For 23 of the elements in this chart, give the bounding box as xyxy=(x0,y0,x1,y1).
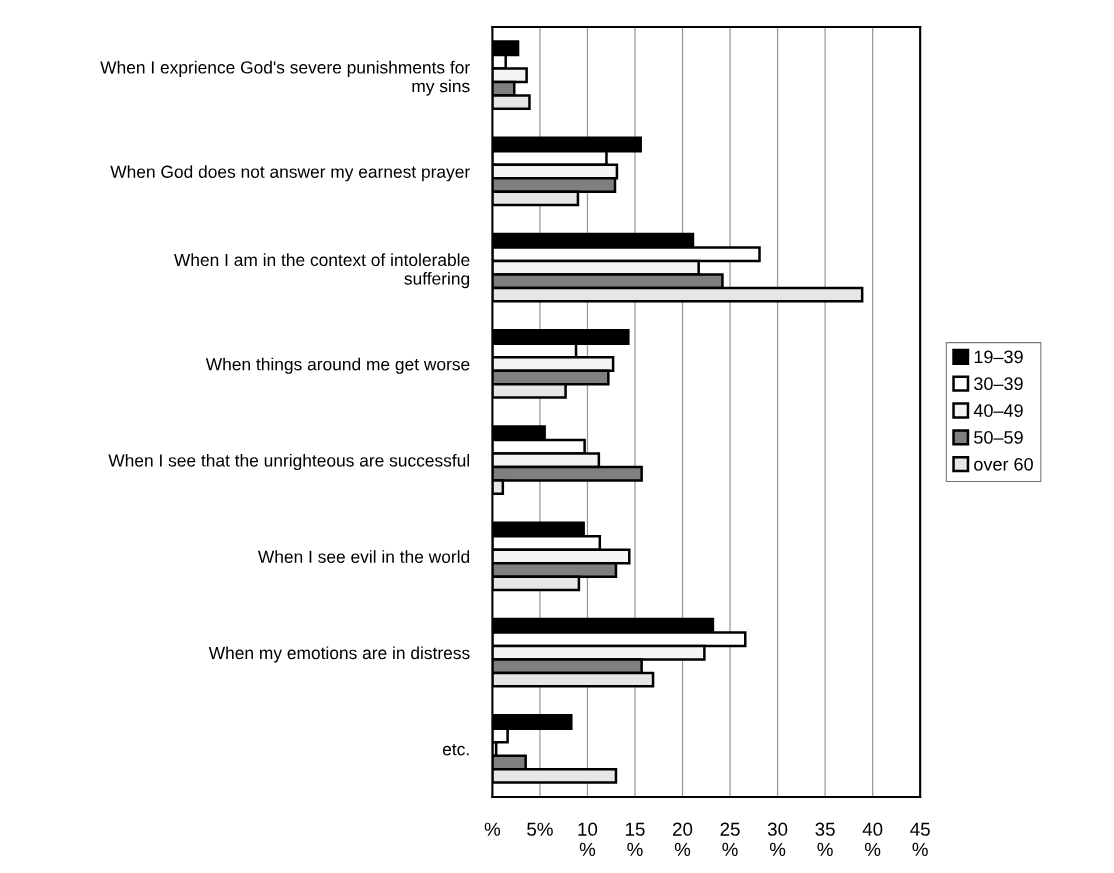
legend-label: 19–39 xyxy=(974,350,1023,364)
x-tick-label: 45 % xyxy=(910,822,930,856)
x-tick-label: 25 % xyxy=(720,822,740,856)
x-tick-label: 40 % xyxy=(862,822,883,856)
x-tick-label: 20 % xyxy=(673,822,693,856)
legend-label: 30–39 xyxy=(974,377,1023,391)
y-tick-label: When I see evil in the world xyxy=(257,550,470,563)
legend-label: over 60 xyxy=(974,457,1033,471)
x-tick-label: 5% xyxy=(527,822,553,836)
y-tick-label: When I am in the context of intolerable suffering xyxy=(174,253,470,289)
y-tick-label: When I see that the unrighteous are successful xyxy=(108,453,470,471)
y-tick-label: When I exprience God's severe punishments for my sins xyxy=(100,60,470,96)
x-tick-label: 10 % xyxy=(578,822,598,856)
y-tick-label: When God does not answer my earnest prayer xyxy=(110,165,470,182)
legend-label: 40–49 xyxy=(973,404,1023,417)
legend-label: 50–59 xyxy=(974,431,1023,444)
x-tick-label: 35 % xyxy=(815,822,835,856)
x-tick-label: 30 % xyxy=(767,822,788,856)
y-tick-label: etc. xyxy=(442,743,469,756)
y-tick-label: When my emotions are in distress xyxy=(208,646,470,663)
x-tick-label: 15 % xyxy=(625,822,645,856)
x-tick-label: % xyxy=(484,822,501,836)
y-tick-label: When things around me get worse xyxy=(205,357,470,374)
